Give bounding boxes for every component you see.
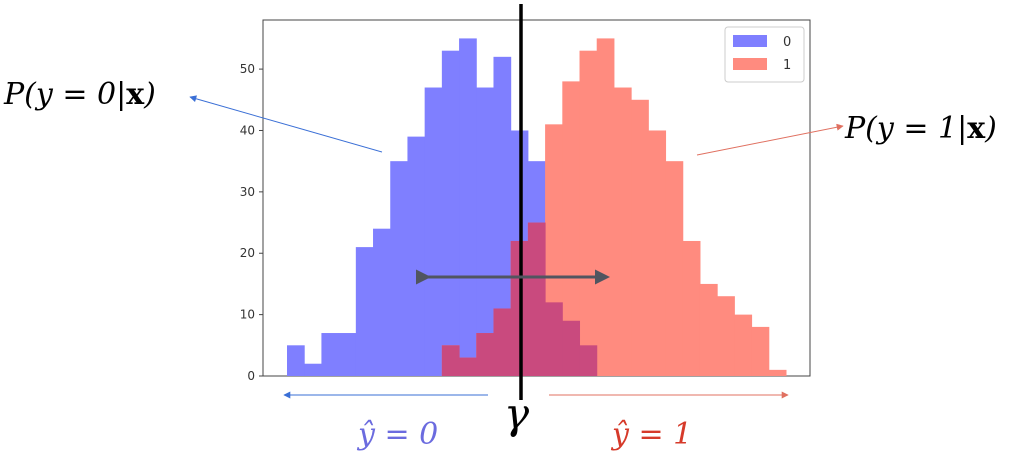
left-probability-label: P(y = 0|x): [3, 77, 156, 112]
y-tick-label-1: 10: [240, 308, 255, 322]
bar-series-0-12: [493, 56, 512, 376]
bar-overlap-14: [527, 222, 546, 376]
bar-series-1-24: [699, 283, 718, 376]
y-tick-label-5: 50: [240, 62, 255, 76]
bar-overlap-10: [459, 357, 477, 376]
bar-series-0-2: [321, 333, 340, 376]
y-tick-label-4: 40: [240, 123, 255, 137]
bar-series-1-28: [768, 369, 787, 376]
y-tick-label-3: 30: [240, 185, 255, 199]
y-tick-label-2: 20: [240, 246, 255, 260]
bar-series-1-19: [613, 87, 632, 377]
below-right-label: ŷ = 1: [610, 417, 692, 452]
bar-series-1-27: [751, 326, 770, 376]
y-axis: 0 10 20 30 40 50: [240, 62, 263, 383]
legend-swatch-0: [733, 35, 767, 47]
below-left-label: ŷ = 0: [356, 417, 438, 452]
bar-overlap-9: [441, 345, 460, 376]
right-label-arrow: [696, 123, 844, 156]
bar-series-0-10: [459, 38, 477, 376]
bar-overlap-11: [476, 333, 494, 376]
bar-series-0-1: [304, 363, 322, 376]
bar-overlap-15: [545, 302, 563, 376]
bar-series-0-9: [441, 50, 460, 376]
bar-overlap-16: [562, 320, 581, 376]
bar-series-0-7: [407, 136, 426, 376]
bar-series-1-18: [596, 38, 615, 376]
bar-series-0-11: [476, 87, 494, 377]
y-tick-label-0: 0: [247, 369, 255, 383]
bar-series-0-5: [373, 228, 391, 376]
legend-swatch-1: [733, 58, 767, 70]
right-probability-label: P(y = 1|x): [844, 111, 997, 146]
bar-series-0-8: [424, 87, 443, 377]
bar-series-1-23: [682, 240, 701, 376]
bar-series-1-26: [734, 314, 753, 376]
bar-series-1-25: [717, 296, 735, 376]
bar-series-1-16: [562, 81, 581, 376]
bar-series-0-3: [338, 333, 357, 376]
bar-series-0-6: [390, 161, 408, 376]
legend: 0 1: [724, 26, 805, 83]
bar-series-1-21: [648, 130, 667, 376]
bar-series-0-4: [355, 247, 374, 376]
bar-series-0-0: [287, 345, 305, 376]
bar-series-1-17: [579, 50, 598, 376]
bar-series-1-22: [665, 161, 684, 376]
bar-series-1-20: [631, 99, 649, 376]
legend-label-1: 1: [783, 58, 791, 73]
left-label-arrow: [189, 95, 383, 153]
bar-overlap-12: [493, 308, 512, 376]
bar-overlap-17: [579, 345, 598, 376]
threshold-gamma: γ: [504, 389, 530, 438]
legend-label-0: 0: [783, 35, 791, 50]
